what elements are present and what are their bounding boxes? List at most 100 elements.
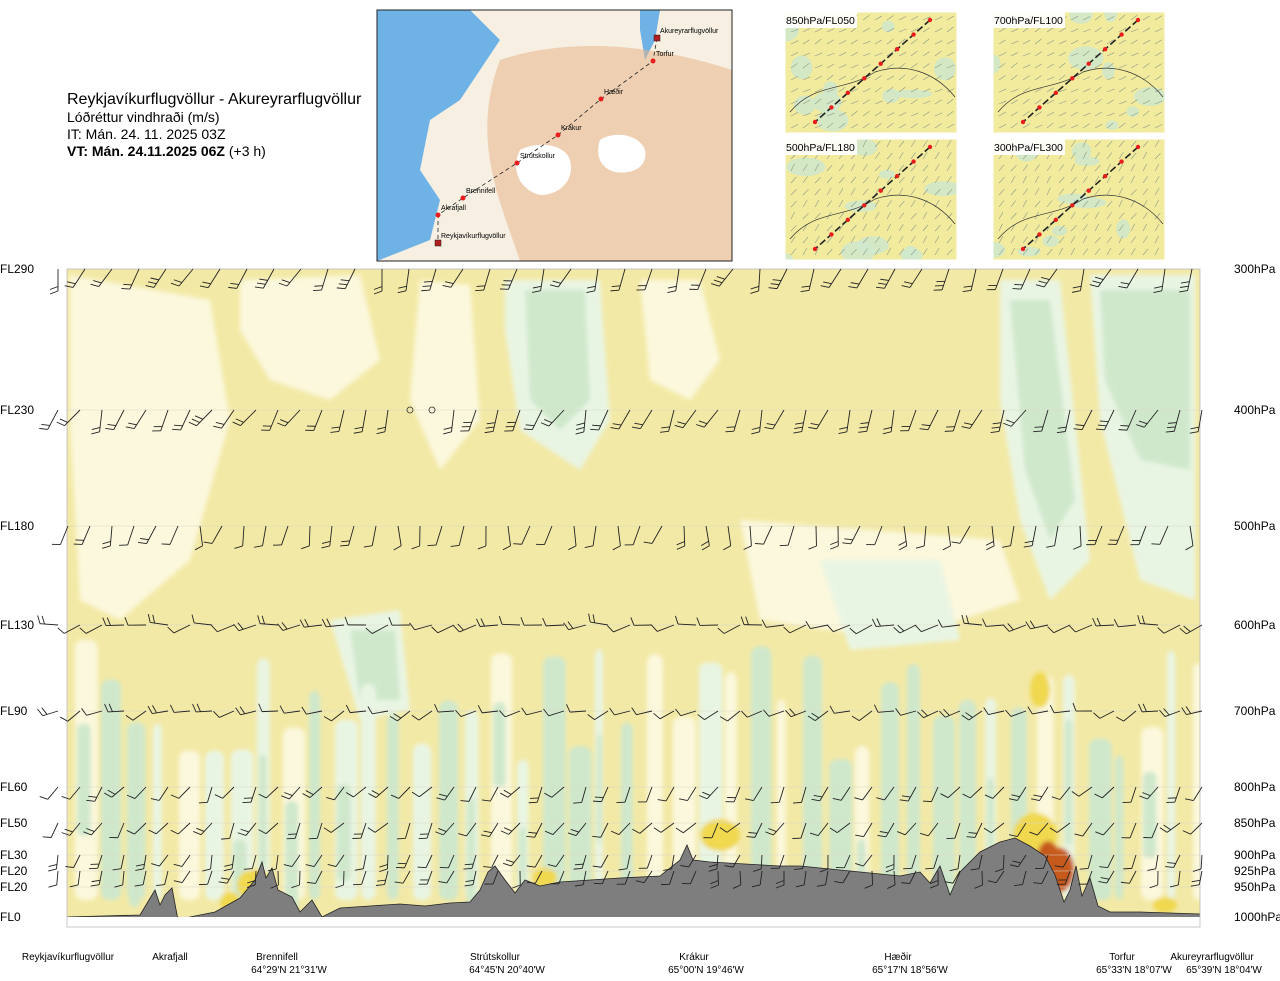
hpa-tick-label: 1000hPa xyxy=(1234,910,1280,924)
wind-barb xyxy=(481,822,499,837)
field-patch xyxy=(525,290,590,430)
level-map-barb xyxy=(862,52,871,57)
wind-barb xyxy=(699,786,719,800)
level-map-barb xyxy=(886,38,894,45)
level-map-barb xyxy=(826,39,834,45)
wind-barb xyxy=(1089,268,1112,288)
fl-tick-label: FL230 xyxy=(0,403,34,417)
field-patch xyxy=(410,280,480,470)
level-map-barb xyxy=(1022,175,1027,184)
wind-barb xyxy=(90,268,113,287)
level-map-barb xyxy=(1022,164,1029,172)
wind-barb xyxy=(593,870,609,885)
level-map-station xyxy=(1119,159,1124,164)
wind-barb xyxy=(811,786,829,802)
level-map-barb xyxy=(802,62,810,69)
level-map-frame xyxy=(992,11,1166,134)
level-map-barb xyxy=(898,176,905,184)
wind-barb xyxy=(1095,822,1115,836)
wind-barb xyxy=(463,854,477,870)
wind-barb xyxy=(435,822,455,836)
level-map-barb xyxy=(1130,248,1136,256)
wind-barb xyxy=(887,870,896,889)
wind-barb xyxy=(411,710,433,721)
fl-tick-label: FL50 xyxy=(0,816,28,830)
level-map-barb xyxy=(998,248,1005,256)
wind-barb xyxy=(632,822,653,834)
wind-barb xyxy=(276,409,301,427)
field-ascent xyxy=(1153,897,1177,913)
level-map-barb xyxy=(922,248,928,256)
wind-barb xyxy=(173,854,191,867)
field-streak xyxy=(153,723,162,900)
wind-barb xyxy=(167,624,191,634)
level-map-barb xyxy=(910,50,918,57)
wind-barb xyxy=(922,786,939,803)
level-map-barb xyxy=(1022,212,1028,220)
wind-barb xyxy=(974,870,983,889)
wind-barb xyxy=(481,786,499,802)
level-map-barb xyxy=(1142,110,1150,117)
level-map-barb xyxy=(838,75,847,81)
level-map-barb xyxy=(1022,75,1030,81)
wind-barb xyxy=(851,710,873,722)
wind-barb xyxy=(368,786,389,798)
level-map-barb xyxy=(1094,175,1100,184)
wind-barb xyxy=(213,710,235,718)
level-map-station xyxy=(1102,173,1108,179)
level-map-barb xyxy=(1094,111,1103,117)
wind-barb xyxy=(1185,525,1194,551)
level-map-label: 500hPa/FL180 xyxy=(786,142,855,154)
wind-barb xyxy=(1185,786,1203,801)
wind-barb xyxy=(1107,525,1125,545)
level-map-barb xyxy=(802,76,811,81)
wind-barb xyxy=(532,268,545,293)
level-map-barb xyxy=(1046,27,1054,33)
level-map-barb xyxy=(1070,99,1078,105)
map-frame xyxy=(376,9,733,262)
level-map-barb xyxy=(1070,152,1076,160)
wind-barb xyxy=(901,870,917,884)
level-map-barb xyxy=(838,52,847,57)
wind-barb xyxy=(1049,822,1071,833)
level-map-barb xyxy=(838,187,844,196)
level-map-barb xyxy=(1106,163,1111,172)
level-map-barb xyxy=(790,88,799,93)
level-map-barb xyxy=(1106,224,1112,232)
level-map-barb xyxy=(1034,124,1043,129)
map-station-marker xyxy=(650,58,656,64)
wind-barb xyxy=(875,268,896,289)
wind-barb xyxy=(1012,268,1031,290)
level-map-barb xyxy=(886,223,892,232)
route-inset-map: Akureyrarflugvöllur Torfur Hæðir Krákur Strú… xyxy=(376,9,733,262)
level-map-barb xyxy=(1154,124,1163,129)
level-map-barb xyxy=(838,164,845,172)
level-map-barb xyxy=(874,152,880,160)
wind-barb xyxy=(696,617,719,626)
level-map-barb xyxy=(814,177,821,184)
level-map-barb xyxy=(1130,175,1135,184)
level-map-barb xyxy=(946,199,952,208)
level-map-barb xyxy=(1118,51,1127,57)
level-map-barb xyxy=(1022,199,1027,208)
wind-barb xyxy=(939,708,961,718)
level-map-barb xyxy=(1010,99,1019,105)
level-map-barb xyxy=(1046,40,1055,45)
level-map-patch xyxy=(816,109,849,132)
level-map-barb xyxy=(838,40,847,45)
wind-barb xyxy=(925,854,939,870)
level-map-barb xyxy=(898,164,905,172)
level-map-barb xyxy=(826,52,835,57)
wind-barb xyxy=(134,870,147,887)
level-map-barb xyxy=(886,15,894,21)
level-map-barb xyxy=(922,224,929,232)
level-map-label-bg xyxy=(993,139,1065,155)
wind-barb xyxy=(418,822,433,840)
level-map-barb xyxy=(1070,28,1079,33)
level-map-patch xyxy=(881,20,895,33)
wind-barb xyxy=(464,870,477,887)
wind-barb xyxy=(145,268,167,288)
map-fjord xyxy=(640,10,660,60)
wind-barb xyxy=(442,268,464,288)
level-map-barb xyxy=(1034,111,1042,117)
